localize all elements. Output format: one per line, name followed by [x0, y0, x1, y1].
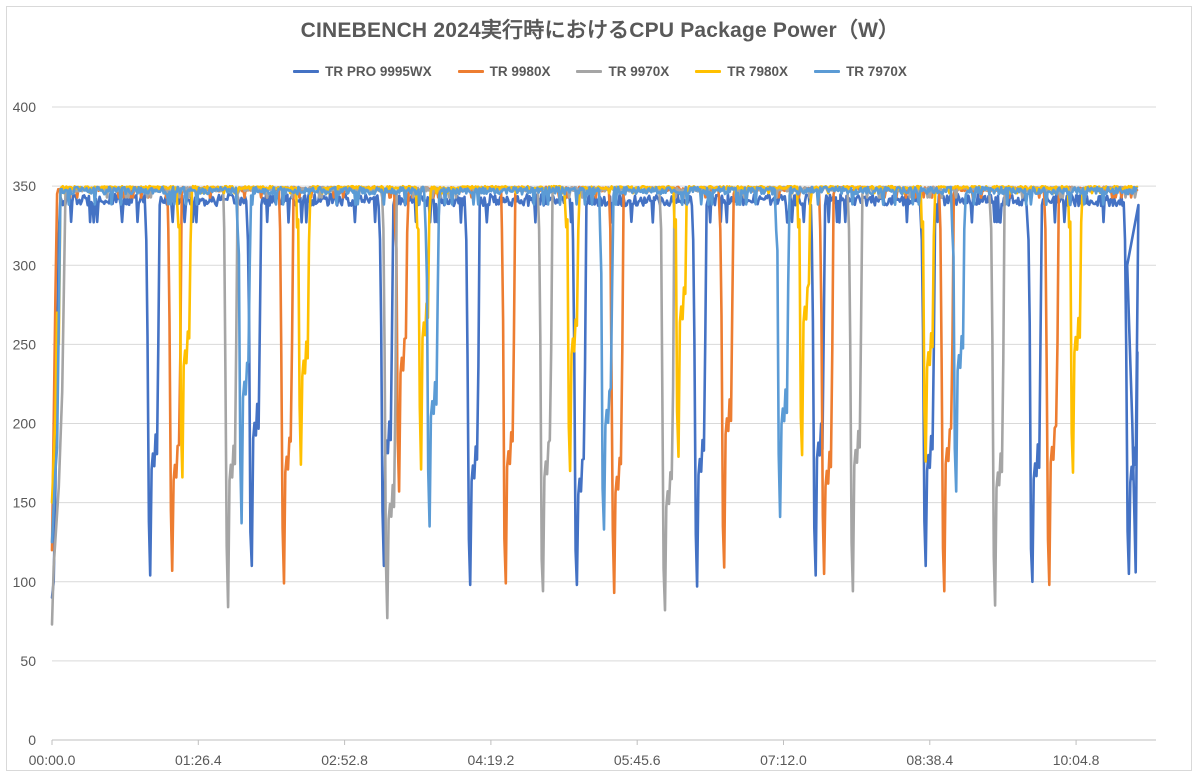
y-tick-label: 300 [13, 257, 37, 273]
series-lines [50, 184, 1140, 626]
chart-frame [6, 6, 1192, 771]
legend-item-tr-7980x: TR 7980X [695, 64, 788, 79]
legend-swatch [293, 70, 320, 73]
legend-label: TR PRO 9995WX [325, 64, 432, 79]
y-tick-label: 400 [13, 99, 37, 115]
legend-item-tr-9970x: TR 9970X [576, 64, 669, 79]
y-tick-label: 250 [13, 336, 37, 352]
y-tick-label: 200 [13, 416, 37, 432]
legend-item-tr-pro-9995wx: TR PRO 9995WX [293, 64, 432, 79]
axes: 0 50 100 150 200 250 300 350 400 00:00.0 01:26.4 02… [13, 99, 1156, 768]
legend-swatch [576, 70, 603, 73]
series-line-tr-7970x [50, 185, 1138, 544]
series-line-tr-9970x [50, 185, 1138, 626]
x-tick-label: 10:04.8 [1053, 752, 1100, 768]
x-tick-label: 07:12.0 [760, 752, 807, 768]
y-tick-label: 50 [20, 653, 36, 669]
x-tick-label: 01:26.4 [175, 752, 222, 768]
series-line-tr-9980x [50, 185, 1139, 595]
chart-title: CINEBENCH 2024実行時におけるCPU Package Power（W… [300, 19, 900, 42]
y-tick-label: 100 [13, 574, 37, 590]
chart-legend: TR PRO 9995WX TR 9980X TR 9970X TR 7980X… [0, 64, 1200, 79]
legend-label: TR 7980X [727, 64, 789, 79]
x-tick-label: 05:45.6 [614, 752, 661, 768]
legend-swatch [814, 70, 841, 73]
x-tick-label: 04:19.2 [468, 752, 515, 768]
legend-label: TR 9970X [608, 64, 670, 79]
legend-item-tr-9980x: TR 9980X [457, 64, 551, 79]
legend-swatch [695, 70, 722, 73]
x-tick-label: 00:00.0 [29, 752, 76, 768]
y-tick-label: 0 [28, 732, 36, 748]
x-tick-label: 08:38.4 [906, 752, 953, 768]
legend-item-tr-7970x: TR 7970X [814, 64, 907, 79]
legend-label: TR 7970X [846, 64, 907, 79]
x-tick-label: 02:52.8 [321, 752, 368, 768]
y-tick-label: 150 [13, 495, 37, 511]
legend-swatch [457, 70, 484, 73]
legend-label: TR 9980X [489, 64, 551, 79]
series-line-tr-pro-9995wx [50, 192, 1140, 599]
y-tick-label: 350 [13, 178, 37, 194]
